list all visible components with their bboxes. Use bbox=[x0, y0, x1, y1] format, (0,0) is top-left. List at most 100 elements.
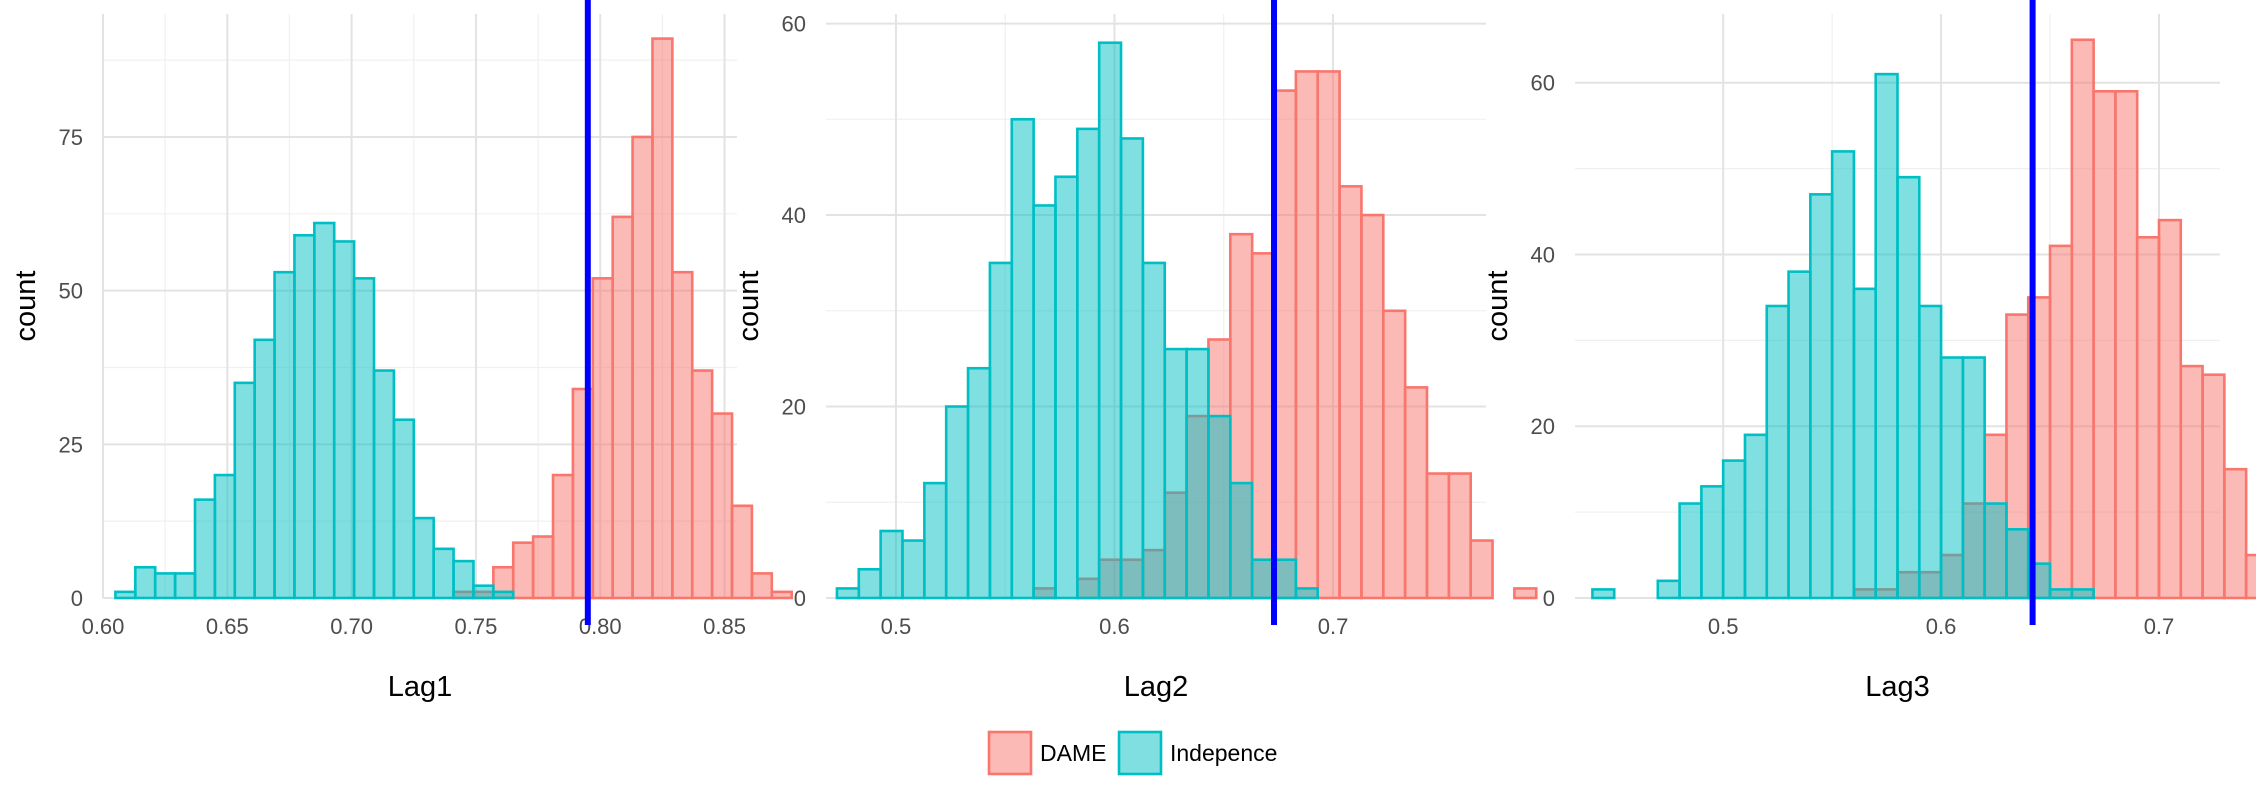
dame-bar bbox=[611, 215, 634, 600]
dame-bar bbox=[1272, 89, 1298, 600]
indepence-bar bbox=[1054, 175, 1079, 600]
dame-bar bbox=[1360, 213, 1385, 600]
x-tick-label: 0.6 bbox=[1099, 614, 1130, 639]
dame-bar bbox=[2048, 244, 2074, 600]
indepence-bar bbox=[1961, 356, 1986, 600]
dame-bar bbox=[1469, 539, 1494, 600]
dame-bar bbox=[2135, 235, 2161, 600]
x-tick-label: 0.6 bbox=[1926, 614, 1957, 639]
indepence-bar bbox=[153, 572, 177, 600]
indepence-bar bbox=[1939, 356, 1965, 600]
y-tick-label: 0 bbox=[1543, 586, 1555, 611]
legend-key-indepence bbox=[1117, 730, 1163, 776]
y-tick-label: 20 bbox=[782, 395, 806, 420]
indepence-bar bbox=[966, 366, 992, 600]
indepence-bar bbox=[879, 529, 904, 600]
dame-bar bbox=[770, 590, 793, 600]
indepence-bar bbox=[2070, 588, 2095, 600]
dame-bar bbox=[1513, 587, 1538, 600]
indepence-bar bbox=[2005, 527, 2030, 600]
x-tick-label: 0.70 bbox=[330, 614, 373, 639]
y-tick-label: 60 bbox=[782, 12, 806, 37]
x-tick-label: 0.65 bbox=[206, 614, 249, 639]
y-tick-label: 50 bbox=[59, 279, 83, 304]
y-tick-label: 75 bbox=[59, 125, 83, 150]
dame-bar bbox=[1403, 386, 1429, 600]
dame-bar bbox=[2070, 38, 2095, 600]
dame-bar bbox=[1294, 70, 1320, 600]
indepence-bar bbox=[857, 567, 882, 600]
indepence-bar bbox=[352, 277, 376, 600]
indepence-bar bbox=[432, 547, 455, 600]
indepence-bar bbox=[372, 369, 396, 600]
dame-bar bbox=[2179, 364, 2204, 600]
indepence-bar bbox=[1076, 127, 1101, 600]
indepence-bar bbox=[901, 539, 926, 600]
indepence-bar bbox=[1032, 204, 1057, 600]
indepence-bar bbox=[1163, 347, 1188, 600]
dame-bar bbox=[1447, 472, 1473, 600]
dame-bar bbox=[631, 135, 654, 600]
legend-label-dame: DAME bbox=[1040, 740, 1106, 766]
dame-bar bbox=[1338, 185, 1363, 600]
indepence-bar bbox=[472, 584, 495, 600]
x-tick-label: 0.5 bbox=[1708, 614, 1739, 639]
indepence-bar bbox=[1983, 502, 2008, 600]
dame-bar bbox=[2201, 373, 2226, 600]
x-tick-label: 0.85 bbox=[703, 614, 746, 639]
y-tick-label: 40 bbox=[1531, 242, 1555, 267]
dame-bar bbox=[2092, 89, 2117, 600]
legend-key-dame bbox=[987, 730, 1033, 776]
dame-bar bbox=[690, 369, 714, 600]
indepence-bar bbox=[1678, 502, 1703, 600]
y-tick-label: 25 bbox=[59, 432, 83, 457]
dame-bar bbox=[2114, 89, 2139, 600]
x-tick-label: 0.7 bbox=[1318, 614, 1349, 639]
x-tick-label: 0.5 bbox=[881, 614, 912, 639]
indepence-bar bbox=[1591, 588, 1616, 600]
dame-bar bbox=[750, 572, 774, 600]
legend-label-indepence: Indepence bbox=[1170, 740, 1277, 766]
indepence-bar bbox=[293, 234, 316, 600]
y-tick-label: 40 bbox=[782, 203, 806, 228]
indepence-bar bbox=[253, 338, 276, 600]
dame-bar bbox=[531, 535, 555, 600]
indepence-bar bbox=[1700, 485, 1725, 600]
indepence-bar bbox=[1721, 459, 1747, 600]
dame-bar bbox=[1250, 252, 1276, 600]
x-tick-label: 0.75 bbox=[455, 614, 498, 639]
indepence-bar bbox=[1743, 433, 1769, 600]
dame-bar bbox=[511, 541, 535, 600]
dame-bar bbox=[2244, 553, 2256, 600]
y-tick-label: 0 bbox=[71, 586, 83, 611]
indepence-bar bbox=[1656, 579, 1681, 600]
dame-bar bbox=[1316, 70, 1341, 600]
indepence-bar bbox=[273, 270, 296, 600]
indepence-bar bbox=[1830, 150, 1856, 600]
y-tick-label: 0 bbox=[794, 586, 806, 611]
indepence-bar bbox=[1097, 41, 1123, 600]
x-axis-title: Lag2 bbox=[1124, 671, 1189, 703]
dame-bar bbox=[1425, 472, 1451, 600]
indepence-bar bbox=[173, 572, 197, 600]
indepence-bar bbox=[988, 261, 1014, 600]
dame-bar bbox=[671, 270, 694, 600]
indepence-bar bbox=[1787, 270, 1812, 600]
legend-swatch bbox=[987, 730, 1033, 776]
dame-bar bbox=[710, 412, 734, 600]
dame-bar bbox=[591, 277, 614, 600]
dame-bar bbox=[651, 37, 674, 600]
indepence-bar bbox=[1250, 558, 1276, 600]
indepence-bar bbox=[1119, 137, 1145, 600]
indepence-bar bbox=[923, 481, 948, 600]
indepence-bar bbox=[392, 418, 416, 600]
x-tick-label: 0.60 bbox=[82, 614, 125, 639]
y-tick-label: 60 bbox=[1531, 71, 1555, 96]
legend-swatch bbox=[1117, 730, 1163, 776]
indepence-bar bbox=[313, 221, 336, 600]
indepence-bar bbox=[1207, 414, 1232, 600]
indepence-bar bbox=[1185, 347, 1210, 600]
indepence-bar bbox=[1852, 287, 1878, 600]
